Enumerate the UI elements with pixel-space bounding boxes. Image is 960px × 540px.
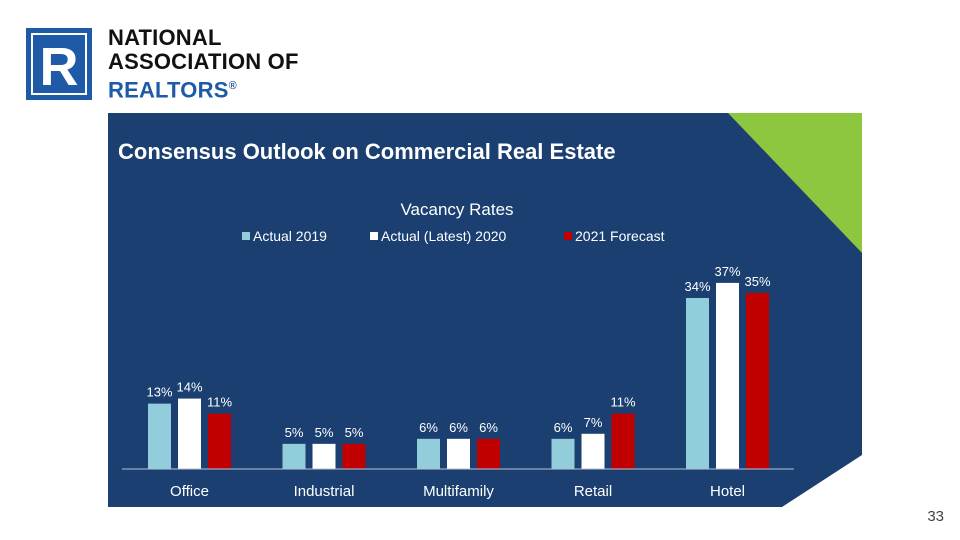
bar-office-3: [208, 413, 231, 469]
chart-title: Vacancy Rates: [400, 200, 513, 219]
chart-legend: Actual 2019 Actual (Latest) 2020 2021 Fore…: [242, 228, 665, 244]
bar-industrial-2: [312, 443, 336, 469]
legend-label-3: 2021 Forecast: [575, 228, 665, 244]
value-label-office-2: 14%: [176, 380, 202, 395]
legend-swatch-1: [242, 232, 250, 240]
logo-line-1: NATIONAL: [108, 25, 222, 50]
legend-swatch-2: [370, 232, 378, 240]
value-label-retail-1: 6%: [554, 420, 573, 435]
bar-industrial-3: [342, 443, 366, 469]
white-corner-cut: [782, 455, 862, 507]
bar-hotel-2: [716, 282, 739, 469]
value-label-multifamily-3: 6%: [479, 420, 498, 435]
bar-office-1: [148, 403, 171, 469]
chart-bars: [148, 282, 769, 469]
page-number: 33: [927, 508, 944, 525]
bar-multifamily-2: [447, 438, 470, 469]
bar-multifamily-1: [417, 438, 440, 469]
bar-retail-3: [611, 413, 635, 469]
logo-mark-letter: R: [40, 37, 79, 97]
legend-label-1: Actual 2019: [253, 228, 327, 244]
chart-category-labels: Office Industrial Multifamily Retail Hotel: [170, 483, 745, 500]
logo-wordmark: NATIONAL ASSOCIATION OF REALTORS®: [108, 26, 299, 102]
value-label-industrial-2: 5%: [315, 425, 334, 440]
value-label-multifamily-2: 6%: [449, 420, 468, 435]
value-label-hotel-2: 37%: [714, 264, 740, 279]
value-label-hotel-3: 35%: [744, 274, 770, 289]
value-label-office-3: 11%: [207, 395, 232, 410]
bar-hotel-3: [746, 292, 769, 469]
value-label-industrial-1: 5%: [285, 425, 304, 440]
value-label-retail-2: 7%: [584, 415, 603, 430]
value-label-hotel-1: 34%: [684, 279, 710, 294]
legend-label-2: Actual (Latest) 2020: [381, 228, 507, 244]
nar-logo: R NATIONAL ASSOCIATION OF REALTORS®: [26, 26, 346, 104]
category-label-hotel: Hotel: [710, 483, 745, 500]
bar-retail-1: [551, 438, 575, 469]
bar-hotel-1: [686, 297, 709, 469]
logo-line-3: REALTORS®: [108, 74, 299, 102]
slide-heading: Consensus Outlook on Commercial Real Est…: [118, 139, 616, 164]
value-label-industrial-3: 5%: [345, 425, 364, 440]
category-label-industrial: Industrial: [294, 483, 355, 500]
bar-industrial-1: [282, 443, 306, 469]
legend-swatch-3: [564, 232, 572, 240]
bar-multifamily-3: [477, 438, 500, 469]
chart-panel: Consensus Outlook on Commercial Real Est…: [108, 113, 862, 507]
category-label-office: Office: [170, 483, 209, 500]
value-label-office-1: 13%: [146, 385, 172, 400]
logo-realtors-text: REALTORS: [108, 77, 229, 103]
chart-value-labels: 13% 14% 11% 5% 5% 5% 6% 6% 6% 6% 7% 11% 34% 37% 35%: [146, 264, 770, 440]
logo-line-2: ASSOCIATION OF: [108, 49, 299, 74]
category-label-retail: Retail: [574, 483, 612, 500]
green-accent-triangle: [728, 113, 862, 253]
bar-retail-2: [581, 433, 605, 469]
bar-office-2: [178, 398, 201, 469]
registered-mark: ®: [228, 80, 237, 92]
value-label-retail-3: 11%: [610, 395, 635, 410]
realtor-r-logo-icon: R: [26, 28, 92, 100]
category-label-multifamily: Multifamily: [423, 483, 494, 500]
value-label-multifamily-1: 6%: [419, 420, 438, 435]
